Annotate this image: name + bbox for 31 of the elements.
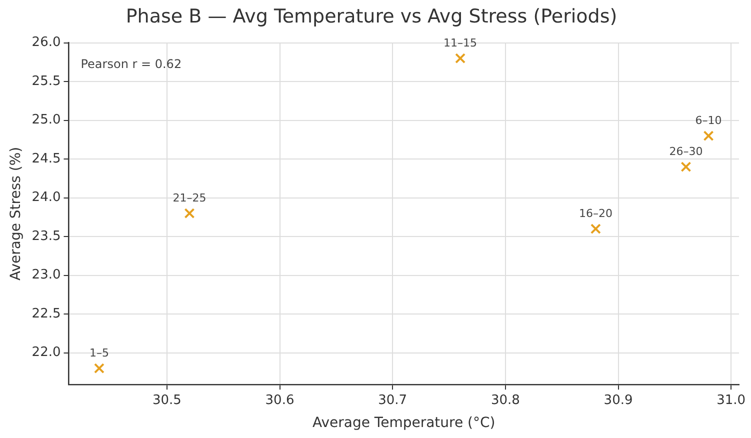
annotation: 6–10 [695, 114, 722, 128]
x-tick-label: 31.0 [716, 392, 746, 408]
y-tick-label: 24.0 [32, 190, 61, 206]
y-tick-label: 24.5 [32, 151, 61, 166]
point [184, 208, 195, 219]
chart-title: Phase B — Avg Temperature vs Avg Stress (Periods) [126, 5, 618, 28]
x-tick-label: 30.5 [152, 392, 182, 408]
y-tick-label: 23.5 [32, 228, 61, 244]
y-tick-label: 23.0 [32, 268, 61, 283]
y-axis-title: Average Stress (%) [8, 146, 24, 281]
y-tick-label: 25.0 [32, 112, 61, 128]
y-tick-label: 22.5 [32, 306, 61, 322]
y-tick-label: 26.0 [32, 35, 61, 50]
y-tick-label: 22.0 [32, 345, 61, 360]
x-tick-label: 30.9 [604, 392, 633, 408]
annotation: 11–15 [444, 36, 478, 50]
annotation: 21–25 [172, 192, 206, 205]
annotation: 16–20 [578, 207, 612, 220]
point [590, 224, 601, 234]
x-tick-label: 30.6 [265, 392, 294, 408]
annotation: 1–5 [89, 346, 109, 360]
point [680, 162, 692, 172]
point [703, 130, 714, 142]
x-tick-label: 30.7 [378, 392, 408, 408]
point [94, 363, 104, 374]
annotation: Pearson r = 0.62 [80, 56, 182, 71]
x-axis-title: Average Temperature (°C) [312, 415, 496, 432]
x-tick-label: 30.8 [490, 392, 520, 408]
y-tick-label: 25.5 [32, 74, 61, 89]
annotation: 26–30 [669, 145, 703, 158]
point [455, 53, 466, 64]
